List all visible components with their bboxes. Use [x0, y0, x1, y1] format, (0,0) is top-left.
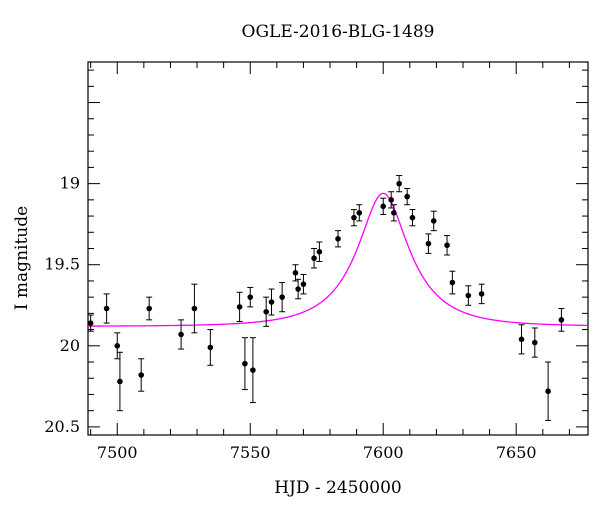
data-marker [404, 193, 410, 200]
data-point [263, 296, 270, 327]
data-point [396, 175, 403, 193]
model-curve [88, 192, 589, 327]
data-point [558, 308, 565, 332]
data-marker [316, 248, 323, 255]
data-point [430, 210, 437, 232]
data-marker [268, 299, 275, 305]
data-points [87, 175, 565, 421]
y-tick-label: 20.5 [44, 417, 80, 436]
data-marker [295, 286, 301, 292]
data-point [146, 296, 153, 321]
data-point [236, 291, 243, 322]
data-point [178, 319, 185, 350]
data-marker [292, 270, 299, 276]
data-marker [146, 305, 152, 312]
data-point [114, 332, 121, 360]
data-point [356, 204, 363, 222]
data-marker [388, 197, 394, 203]
data-marker [518, 336, 525, 343]
data-point [87, 314, 94, 332]
y-axis-label: I magnitude [12, 205, 32, 311]
data-marker [242, 360, 248, 367]
x-tick-label: 7500 [97, 443, 138, 462]
data-point [404, 187, 411, 206]
data-marker [191, 305, 198, 312]
data-point [425, 233, 432, 254]
data-point [388, 191, 395, 209]
data-point [409, 209, 416, 227]
data-marker [263, 308, 269, 315]
data-point [335, 230, 341, 248]
data-marker [103, 305, 110, 312]
data-marker [409, 214, 416, 221]
data-point [247, 286, 254, 308]
data-marker [247, 294, 254, 300]
data-marker [396, 180, 402, 187]
data-marker [236, 304, 243, 310]
data-marker [311, 255, 317, 262]
data-point [444, 235, 451, 256]
data-point [311, 248, 318, 269]
data-marker [478, 291, 485, 297]
data-marker [430, 218, 437, 224]
x-tick-label: 7600 [363, 443, 404, 462]
data-marker [532, 339, 538, 346]
data-marker [380, 203, 387, 210]
data-marker [138, 372, 144, 378]
data-point [191, 283, 198, 334]
data-point [449, 270, 456, 295]
data-marker [545, 388, 551, 395]
data-point [241, 337, 248, 391]
data-point [295, 278, 302, 300]
data-marker [207, 344, 214, 351]
data-marker [558, 317, 565, 323]
data-point [316, 241, 323, 262]
data-marker [465, 292, 472, 299]
y-tick-label: 19 [60, 174, 80, 193]
data-marker [351, 214, 357, 221]
data-point [518, 324, 525, 355]
data-point [531, 327, 538, 358]
x-axis-label: HJD - 2450000 [274, 478, 402, 498]
plot-frame [87, 61, 589, 436]
data-marker [250, 367, 256, 373]
data-point [249, 337, 256, 404]
data-point [138, 358, 145, 392]
data-point [380, 197, 387, 215]
y-tick-label: 19.5 [44, 255, 80, 274]
data-marker [335, 235, 341, 242]
data-point [465, 285, 472, 306]
data-marker [356, 210, 363, 216]
data-marker [449, 279, 456, 286]
y-tick-label: 20 [60, 336, 80, 355]
data-marker [178, 331, 184, 338]
data-point [478, 283, 485, 305]
data-point [545, 361, 552, 421]
axis-ticks [88, 62, 588, 435]
data-point [268, 288, 275, 316]
data-marker [300, 281, 307, 287]
data-point [350, 209, 357, 227]
data-point [103, 293, 110, 324]
data-marker [279, 294, 285, 300]
data-point [279, 282, 286, 313]
data-point [292, 264, 299, 282]
data-point [116, 351, 123, 412]
data-point [207, 329, 214, 366]
data-point [390, 204, 397, 222]
axis-tick-labels: 7500 7550 7600 7650 19 19.5 20 20.5 [44, 174, 536, 462]
x-tick-label: 7650 [496, 443, 537, 462]
data-marker [444, 242, 450, 249]
data-marker [425, 240, 432, 247]
chart-title: OGLE-2016-BLG-1489 [241, 22, 435, 42]
x-tick-label: 7550 [230, 443, 271, 462]
data-marker [114, 343, 121, 349]
data-marker [391, 210, 397, 216]
data-marker [87, 320, 94, 326]
data-point [300, 273, 307, 295]
data-marker [117, 378, 123, 385]
